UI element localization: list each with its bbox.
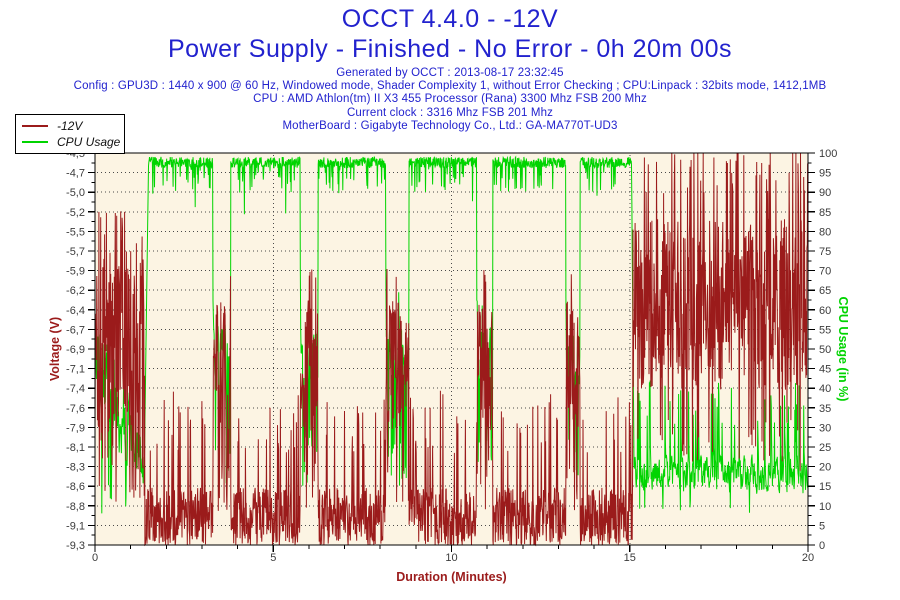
cpu-tick-label: 85 [819, 207, 831, 219]
duration-tick-label: 0 [92, 552, 98, 564]
voltage-tick-label: -8,1 [66, 442, 85, 454]
motherboard-line: MotherBoard : Gigabyte Technology Co., L… [282, 119, 618, 132]
voltage-tick-label: -8,8 [66, 501, 85, 513]
cpu-tick-label: 25 [819, 442, 831, 454]
config-line: Config : GPU3D : 1440 x 900 @ 60 Hz, Win… [73, 80, 827, 93]
cpu-tick-label: 100 [819, 148, 837, 160]
chart-legend: -12V CPU Usage [15, 114, 125, 154]
voltage-tick-label: -4,7 [66, 168, 85, 180]
clock-line: Current clock : 3316 Mhz FSB 201 Mhz [346, 106, 554, 119]
voltage-tick-label: -6,2 [66, 285, 85, 297]
cpu-usage-legend-label: CPU Usage [57, 135, 121, 149]
voltage-tick-label: -7,4 [66, 383, 85, 395]
cpu-tick-label: 10 [819, 501, 831, 513]
cpu-tick-label: 35 [819, 403, 831, 415]
cpu-tick-label: 0 [819, 540, 825, 552]
cpu-tick-label: 45 [819, 364, 831, 376]
cpu-tick-label: 40 [819, 383, 831, 395]
legend-item-cpu-usage: CPU Usage [16, 135, 124, 149]
cpu-line: CPU : AMD Athlon(tm) II X3 455 Processor… [253, 93, 647, 106]
cpu-tick-label: 80 [819, 226, 831, 238]
cpu-usage-line-swatch [22, 141, 48, 143]
cpu-tick-label: 90 [819, 187, 831, 199]
legend-item-voltage: -12V [16, 119, 124, 133]
report-subtitle: Power Supply - Finished - No Error - 0h … [168, 35, 732, 63]
generated-line: Generated by OCCT : 2013-08-17 23:32:45 [336, 67, 564, 79]
duration-axis-title: Duration (Minutes) [396, 570, 507, 584]
voltage-tick-label: -8,6 [66, 481, 85, 493]
report-title: OCCT 4.4.0 - -12V [341, 5, 559, 33]
voltage-tick-label: -7,6 [66, 403, 85, 415]
duration-tick-label: 20 [802, 552, 814, 564]
duration-tick-label: 5 [270, 552, 276, 564]
cpu-tick-label: 60 [819, 305, 831, 317]
voltage-line-swatch [22, 125, 48, 127]
voltage-tick-label: -5,7 [66, 246, 85, 258]
cpu-tick-label: 30 [819, 422, 831, 434]
cpu-tick-label: 20 [819, 462, 831, 474]
voltage-legend-label: -12V [57, 119, 83, 133]
voltage-tick-label: -5,9 [66, 266, 85, 278]
cpu-tick-label: 70 [819, 266, 831, 278]
axes-and-ticks [88, 152, 815, 552]
voltage-tick-label: -9,3 [66, 540, 85, 552]
axis-tick-labels: -4,5-4,7-5,0-5,2-5,5-5,7-5,9-6,2-6,4-6,7… [66, 148, 837, 564]
voltage-tick-label: -7,9 [66, 422, 85, 434]
report-info-block: Generated by OCCT : 2013-08-17 23:32:45 … [0, 67, 900, 133]
cpu-tick-label: 55 [819, 324, 831, 336]
cpu-usage-series-path [94, 155, 809, 514]
voltage-tick-label: -8,3 [66, 462, 85, 474]
voltage-tick-label: -6,7 [66, 324, 85, 336]
cpu-tick-label: 5 [819, 520, 825, 532]
voltage-tick-label: -9,1 [66, 520, 85, 532]
voltage-tick-label: -6,9 [66, 344, 85, 356]
cpu-tick-label: 15 [819, 481, 831, 493]
voltage-tick-label: -5,2 [66, 207, 85, 219]
duration-tick-label: 10 [445, 552, 457, 564]
cpu-tick-label: 50 [819, 344, 831, 356]
duration-tick-label: 15 [624, 552, 636, 564]
voltage-series-path [94, 152, 809, 547]
cpu-tick-label: 95 [819, 168, 831, 180]
voltage-tick-label: -5,5 [66, 226, 85, 238]
voltage-tick-label: -5,0 [66, 187, 85, 199]
voltage-tick-label: -7,1 [66, 364, 85, 376]
cpu-tick-label: 65 [819, 285, 831, 297]
cpu-tick-label: 75 [819, 246, 831, 258]
voltage-tick-label: -6,4 [66, 305, 85, 317]
series-lines [94, 152, 809, 547]
